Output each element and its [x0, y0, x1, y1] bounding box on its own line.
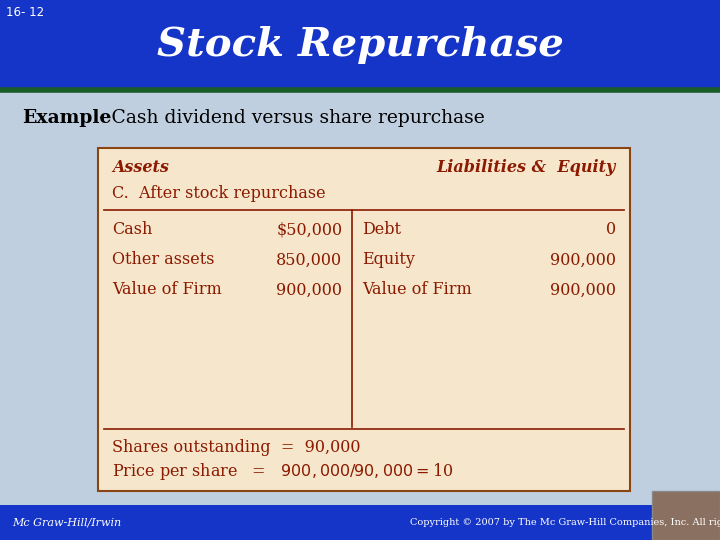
Text: Copyright © 2007 by The Mc Graw-Hill Companies, Inc. All rights reserved: Copyright © 2007 by The Mc Graw-Hill Com…: [410, 518, 720, 527]
Text: Cash: Cash: [112, 221, 153, 239]
Text: 0: 0: [606, 221, 616, 239]
Text: Value of Firm: Value of Firm: [112, 281, 222, 299]
Text: Shares outstanding  =  90,000: Shares outstanding = 90,000: [112, 438, 361, 456]
Text: Equity: Equity: [362, 252, 415, 268]
Text: 16- 12: 16- 12: [6, 6, 44, 19]
Text: 900,000: 900,000: [550, 281, 616, 299]
Bar: [0, 0, 720, 90]
Bar: [652, 491, 720, 540]
Text: C.  After stock repurchase: C. After stock repurchase: [112, 186, 325, 202]
Text: Stock Repurchase: Stock Repurchase: [156, 26, 564, 64]
Text: $50,000: $50,000: [276, 221, 342, 239]
FancyBboxPatch shape: [98, 148, 630, 491]
Text: 900,000: 900,000: [550, 252, 616, 268]
Text: 850,000: 850,000: [276, 252, 342, 268]
Text: 900,000: 900,000: [276, 281, 342, 299]
Text: Liabilities &  Equity: Liabilities & Equity: [437, 159, 616, 177]
Bar: [0, 505, 720, 540]
Text: Value of Firm: Value of Firm: [362, 281, 472, 299]
Text: Price per share   =   $900,000  /  90,000  =  $10: Price per share = $900,000 / 90,000 = $1…: [112, 461, 454, 482]
Text: Other assets: Other assets: [112, 252, 215, 268]
Text: Mc Graw-Hill/Irwin: Mc Graw-Hill/Irwin: [12, 517, 121, 528]
Text: Debt: Debt: [362, 221, 401, 239]
Text: Assets: Assets: [112, 159, 169, 177]
Text: - Cash dividend versus share repurchase: - Cash dividend versus share repurchase: [93, 109, 485, 127]
Text: Example: Example: [22, 109, 112, 127]
